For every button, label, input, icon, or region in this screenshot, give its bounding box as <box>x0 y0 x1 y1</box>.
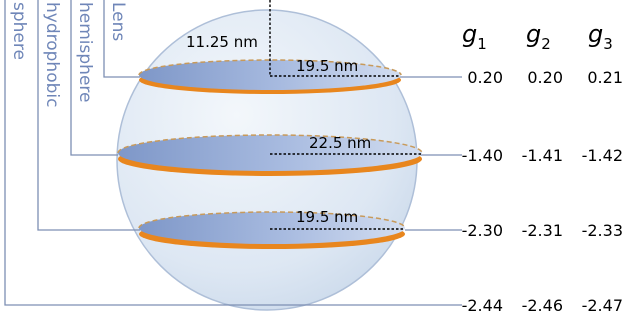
value-cell: 0.20 <box>467 68 503 87</box>
value-cell: 0.20 <box>527 68 563 87</box>
middle-disc <box>117 134 423 176</box>
value-cell: -2.46 <box>522 296 563 315</box>
sphere-bracket-line <box>4 0 462 306</box>
top-radius-label: 19.5 nm <box>296 57 358 75</box>
sphere-label: sphere <box>9 2 29 60</box>
value-row-3: -2.30 -2.31 -2.33 <box>462 221 623 240</box>
value-row-2: -1.40 -1.41 -1.42 <box>462 146 623 165</box>
value-row-4: -2.44 -2.46 -2.47 <box>462 296 623 315</box>
hemisphere-label: hemisphere <box>75 2 95 102</box>
hydrophobic-label: hydrophobic <box>42 2 62 107</box>
value-cell: -1.41 <box>522 146 563 165</box>
lens-label: Lens <box>108 2 128 41</box>
column-header-g1: g1 <box>462 20 487 53</box>
hydrophobic-bracket-line <box>37 0 140 231</box>
column-header-g3: g3 <box>588 20 613 53</box>
middle-radius-label: 22.5 nm <box>309 134 371 152</box>
value-cell: -1.40 <box>462 146 503 165</box>
bottom-radius-label: 19.5 nm <box>296 208 358 226</box>
value-cell: -2.47 <box>582 296 623 315</box>
value-cell: -2.44 <box>462 296 503 315</box>
value-row-1: 0.20 0.20 0.21 <box>467 68 623 87</box>
height-dimension-label: 11.25 nm <box>186 33 258 51</box>
value-cell: -2.33 <box>582 221 623 240</box>
bottom-disc <box>138 211 406 249</box>
value-cell: -2.31 <box>522 221 563 240</box>
top-disc <box>138 59 402 94</box>
value-cell: 0.21 <box>587 68 623 87</box>
hemisphere-bracket-line <box>70 0 118 156</box>
lens-bracket-line <box>103 0 140 78</box>
value-cell: -1.42 <box>582 146 623 165</box>
value-cell: -2.30 <box>462 221 503 240</box>
column-header-g2: g2 <box>526 20 551 53</box>
